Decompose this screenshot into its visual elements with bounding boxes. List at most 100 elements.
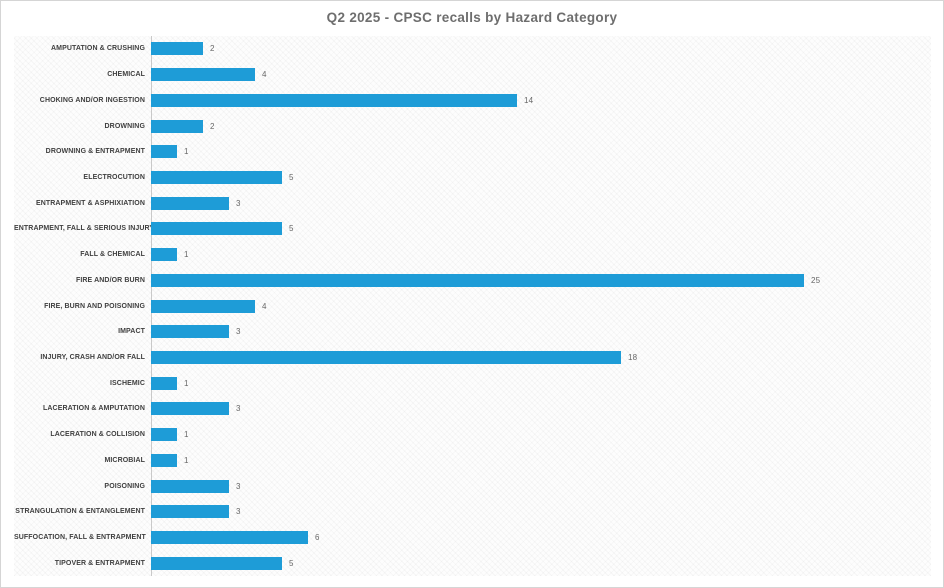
bar-zone: 3 — [151, 319, 931, 345]
category-label: FIRE, BURN AND POISONING — [44, 302, 145, 310]
value-label: 1 — [184, 430, 189, 440]
bar[interactable] — [151, 273, 804, 287]
category-label: INJURY, CRASH AND/OR FALL — [40, 353, 145, 361]
chart-row: TIPOVER & ENTRAPMENT 5 — [14, 550, 931, 576]
bar[interactable] — [151, 350, 621, 364]
category-label: TIPOVER & ENTRAPMENT — [54, 559, 145, 567]
value-label: 5 — [289, 558, 294, 568]
bar-zone: 1 — [151, 370, 931, 396]
bar-zone: 3 — [151, 396, 931, 422]
bar[interactable] — [151, 428, 177, 442]
value-label: 2 — [210, 44, 215, 54]
value-label: 5 — [289, 224, 294, 234]
category-label: CHEMICAL — [107, 71, 145, 79]
value-label: 1 — [184, 455, 189, 465]
bar[interactable] — [151, 93, 517, 107]
category-label: MICROBIAL — [104, 456, 145, 464]
category-label: FALL & CHEMICAL — [80, 251, 145, 259]
bar[interactable] — [151, 531, 308, 545]
chart-row: LACERATION & AMPUTATION 3 — [14, 396, 931, 422]
category-label: ELECTROCUTION — [83, 173, 145, 181]
bar[interactable] — [151, 119, 203, 133]
value-label: 3 — [236, 481, 241, 491]
category-label: FIRE AND/OR BURN — [75, 276, 145, 284]
value-label: 5 — [289, 172, 294, 182]
chart-row: STRANGULATION & ENTANGLEMENT 3 — [14, 499, 931, 525]
chart-row: DROWNING 2 — [14, 113, 931, 139]
bar-zone: 14 — [151, 87, 931, 113]
value-label: 18 — [628, 352, 638, 362]
value-label: 3 — [236, 198, 241, 208]
bar-zone: 3 — [151, 499, 931, 525]
bar[interactable] — [151, 402, 229, 416]
chart-row: AMPUTATION & CRUSHING 2 — [14, 36, 931, 62]
bar[interactable] — [151, 376, 177, 390]
bar[interactable] — [151, 170, 282, 184]
chart-row: SUFFOCATION, FALL & ENTRAPMENT 6 — [14, 525, 931, 551]
value-label: 4 — [262, 301, 267, 311]
chart-row: IMPACT 3 — [14, 319, 931, 345]
bar-zone: 1 — [151, 422, 931, 448]
category-label: LACERATION & AMPUTATION — [43, 405, 145, 413]
category-label: DROWNING & ENTRAPMENT — [45, 148, 145, 156]
bar[interactable] — [151, 325, 229, 339]
category-label: LACERATION & COLLISION — [50, 431, 145, 439]
value-label: 1 — [184, 250, 189, 260]
bar-zone: 5 — [151, 216, 931, 242]
bar-zone: 1 — [151, 242, 931, 268]
category-label: SUFFOCATION, FALL & ENTRAPMENT — [14, 534, 146, 542]
bar-rows: AMPUTATION & CRUSHING 2 CHEMICAL 4 CHOKING A… — [14, 36, 931, 576]
chart-row: FIRE, BURN AND POISONING 4 — [14, 293, 931, 319]
category-label: ENTRAPMENT & ASPHIXIATION — [35, 199, 145, 207]
bar[interactable] — [151, 222, 282, 236]
chart-row: FALL & CHEMICAL 1 — [14, 242, 931, 268]
bar-zone: 3 — [151, 190, 931, 216]
bar-zone: 25 — [151, 267, 931, 293]
value-label: 4 — [262, 70, 267, 80]
bar-zone: 6 — [151, 525, 931, 551]
chart-row: CHOKING AND/OR INGESTION 14 — [14, 87, 931, 113]
bar-zone: 4 — [151, 293, 931, 319]
chart-row: DROWNING & ENTRAPMENT 1 — [14, 139, 931, 165]
chart-title: Q2 2025 - CPSC recalls by Hazard Categor… — [326, 10, 618, 25]
chart-row: INJURY, CRASH AND/OR FALL 18 — [14, 345, 931, 371]
bar[interactable] — [151, 479, 229, 493]
category-label: IMPACT — [118, 328, 145, 336]
chart-row: ISCHEMIC 1 — [14, 370, 931, 396]
value-label: 3 — [236, 404, 241, 414]
category-label: AMPUTATION & CRUSHING — [50, 45, 145, 53]
value-label: 1 — [184, 378, 189, 388]
chart-row: MICROBIAL 1 — [14, 448, 931, 474]
chart-row: ENTRAPMENT, FALL & SERIOUS INJURY 5 — [14, 216, 931, 242]
category-label: POISONING — [104, 482, 145, 490]
bar-zone: 1 — [151, 139, 931, 165]
bar[interactable] — [151, 299, 255, 313]
category-label: ISCHEMIC — [109, 379, 145, 387]
bar-zone: 5 — [151, 550, 931, 576]
bar-zone: 3 — [151, 473, 931, 499]
value-label: 14 — [524, 95, 534, 105]
value-label: 3 — [236, 507, 241, 517]
bar[interactable] — [151, 453, 177, 467]
bar-zone: 4 — [151, 62, 931, 88]
bar-zone: 18 — [151, 345, 931, 371]
value-label: 3 — [236, 327, 241, 337]
chart-row: ENTRAPMENT & ASPHIXIATION 3 — [14, 190, 931, 216]
bar[interactable] — [151, 68, 255, 82]
chart-row: FIRE AND/OR BURN 25 — [14, 267, 931, 293]
category-label: ENTRAPMENT, FALL & SERIOUS INJURY — [14, 225, 155, 233]
bar-zone: 2 — [151, 113, 931, 139]
bar[interactable] — [151, 556, 282, 570]
category-label: STRANGULATION & ENTANGLEMENT — [15, 508, 145, 516]
bar[interactable] — [151, 42, 203, 56]
bar[interactable] — [151, 145, 177, 159]
bar-zone: 1 — [151, 448, 931, 474]
value-label: 25 — [811, 275, 821, 285]
bar[interactable] — [151, 196, 229, 210]
chart-row: CHEMICAL 4 — [14, 62, 931, 88]
chart-row: LACERATION & COLLISION 1 — [14, 422, 931, 448]
value-label: 2 — [210, 121, 215, 131]
bar[interactable] — [151, 248, 177, 262]
bar[interactable] — [151, 505, 229, 519]
